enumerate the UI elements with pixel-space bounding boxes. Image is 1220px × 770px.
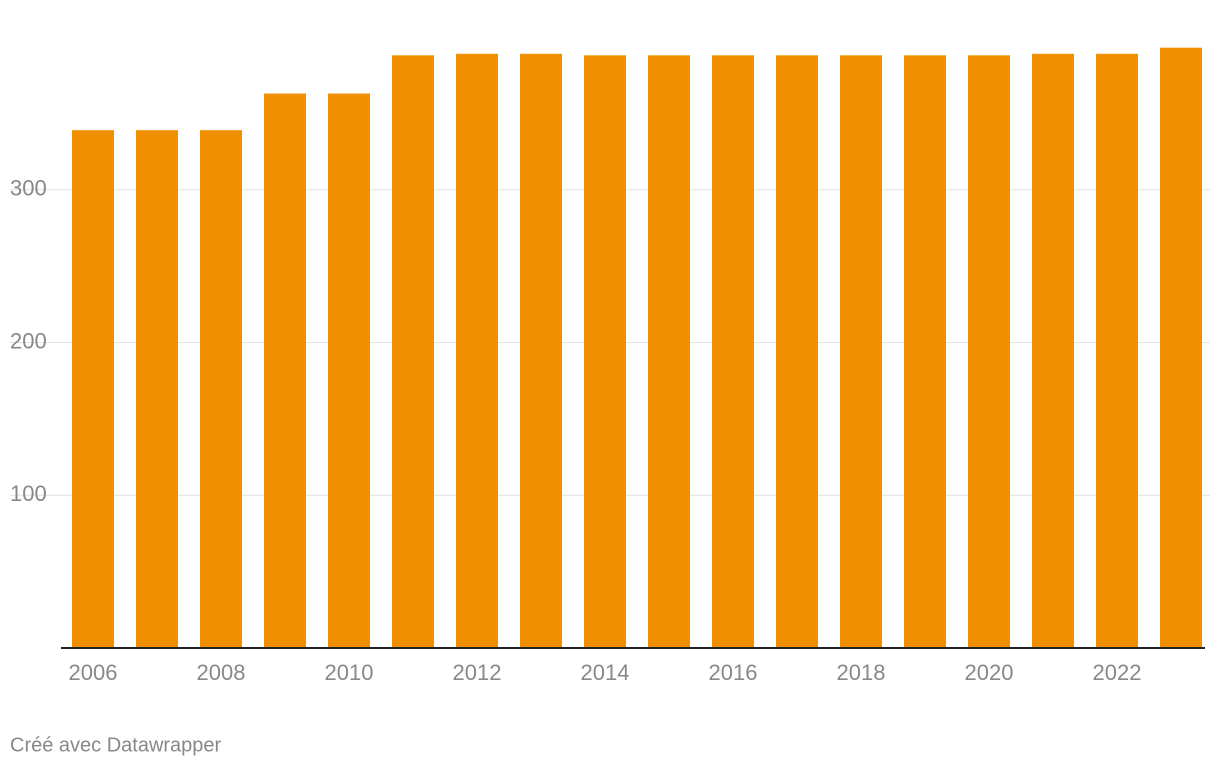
bar: [72, 130, 114, 649]
x-tick-label: 2016: [709, 660, 758, 685]
x-tick-label: 2008: [197, 660, 246, 685]
y-tick-label: 300: [10, 176, 47, 201]
bar: [1160, 47, 1202, 648]
x-tick-label: 2010: [325, 660, 374, 685]
bar: [904, 55, 946, 648]
bar: [264, 93, 306, 648]
bar: [200, 130, 242, 649]
x-tick-label: 2020: [965, 660, 1014, 685]
footer: Créé avec Datawrapper: [10, 734, 222, 756]
bar: [136, 130, 178, 649]
bar: [712, 55, 754, 648]
bar: [584, 55, 626, 648]
x-tick-label: 2022: [1093, 660, 1142, 685]
bar: [1096, 53, 1138, 649]
bar: [840, 55, 882, 648]
x-tick-label: 2012: [453, 660, 502, 685]
x-tick-label: 2014: [581, 660, 630, 685]
bar: [520, 53, 562, 649]
y-tick-label: 100: [10, 481, 47, 506]
x-tick-label: 2006: [69, 660, 118, 685]
bar: [456, 53, 498, 649]
bar: [1032, 53, 1074, 649]
y-tick-label: 200: [10, 328, 47, 353]
bar: [648, 55, 690, 648]
bar: [776, 55, 818, 648]
bar: [392, 55, 434, 648]
bar: [968, 55, 1010, 648]
bar: [328, 93, 370, 648]
x-tick-label: 2018: [837, 660, 886, 685]
